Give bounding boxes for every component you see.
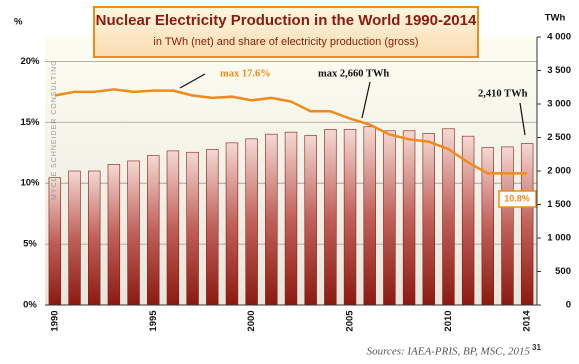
bar: [422, 133, 435, 306]
y2-tick-label: 2 000: [547, 166, 571, 177]
side-text: MYCLE SCHNEIDER CONSULTING: [51, 59, 58, 200]
x-tick-label: 2000: [246, 310, 257, 331]
chart-subtitle: in TWh (net) and share of electricity pr…: [153, 36, 418, 48]
bar: [107, 164, 121, 306]
arrow: [361, 81, 371, 119]
bar: [343, 129, 357, 306]
page-number: 31: [532, 343, 541, 352]
bar: [186, 151, 199, 306]
y-tick-label: 0%: [23, 300, 37, 311]
title-box: [93, 6, 479, 58]
bar: [225, 142, 239, 306]
bar: [442, 128, 455, 306]
x-tick-label: 1995: [148, 310, 159, 332]
bar: [284, 131, 298, 306]
bar: [324, 129, 337, 306]
y-tick-label: 5%: [23, 239, 37, 250]
bar: [147, 155, 160, 306]
bar: [501, 146, 514, 306]
line: [54, 88, 528, 175]
y2-tick-label: 4 000: [547, 32, 571, 43]
y2-tick-label: 3 500: [547, 65, 571, 76]
y2-tick-label: 1 500: [547, 199, 571, 210]
y2-axis-label: TWh: [545, 13, 566, 24]
bar: [265, 133, 278, 306]
bar: [383, 130, 396, 306]
y-tick-label: 15%: [20, 117, 40, 128]
x-tick-label: 2014: [522, 310, 533, 332]
bar: [68, 170, 81, 306]
bar: [87, 170, 101, 306]
y-tick-label: 20%: [20, 56, 40, 67]
y2-tick-label: 2 500: [547, 132, 571, 143]
x-tick-label: 1990: [49, 310, 60, 331]
annotation-box: [498, 190, 537, 208]
bar: [402, 130, 416, 306]
bar: [304, 135, 317, 306]
y-axis-label: %: [14, 17, 23, 28]
x-tick-label: 2010: [443, 310, 454, 331]
annotation: 2,410 TWh: [478, 88, 528, 99]
chart-title: Nuclear Electricity Production in the Wo…: [96, 12, 477, 29]
bar: [206, 149, 219, 306]
arrow: [519, 102, 526, 136]
bar: [245, 138, 258, 306]
y-tick-label: 10%: [20, 178, 40, 189]
y2-tick-label: 500: [555, 266, 571, 277]
annotation: max 2,660 TWh: [318, 68, 389, 79]
bar: [520, 143, 534, 306]
y2-tick-label: 0: [566, 300, 571, 311]
bar: [127, 160, 140, 306]
bar: [363, 126, 376, 306]
source: Sources: IAEA-PRIS, BP, MSC, 2015: [367, 346, 531, 358]
annotation: 10.8%: [504, 193, 530, 203]
y2-tick-label: 1 000: [547, 233, 571, 244]
y2-tick-label: 3 000: [547, 99, 571, 110]
x-tick-label: 2005: [345, 310, 356, 332]
bar: [166, 150, 180, 306]
arrow: [179, 73, 206, 89]
annotation: max 17.6%: [220, 68, 271, 79]
